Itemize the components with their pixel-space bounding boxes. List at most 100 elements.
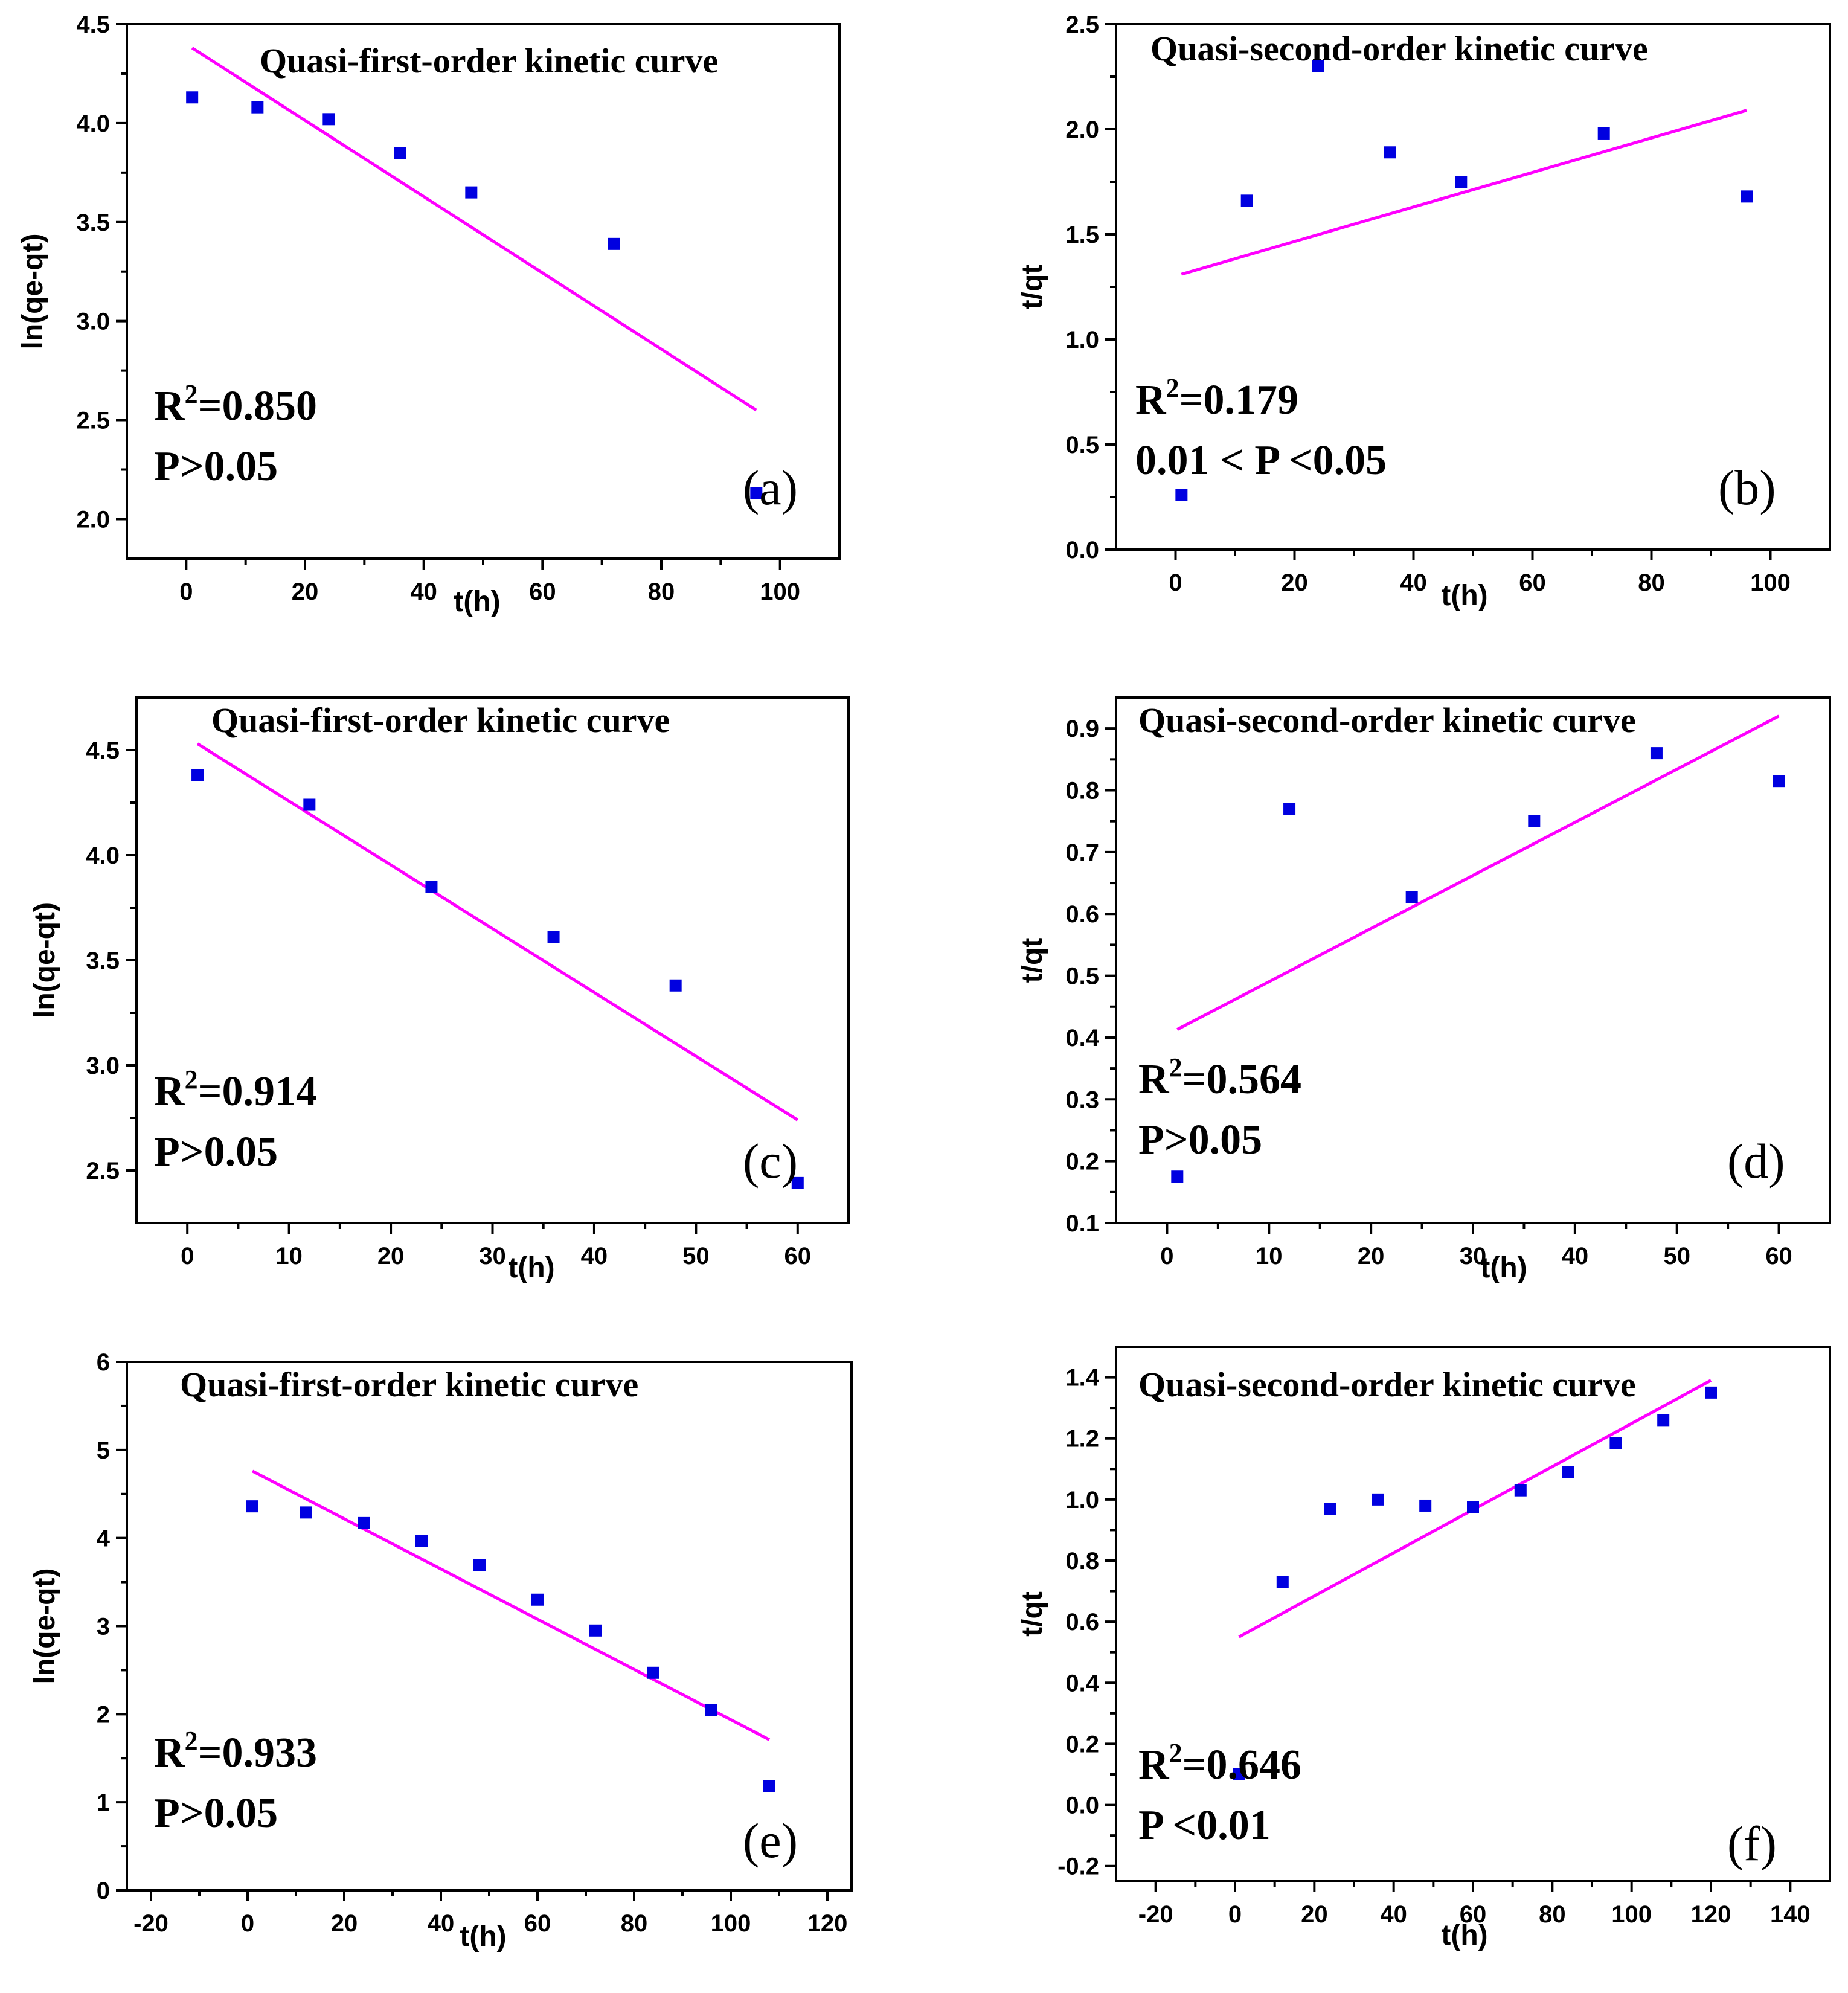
y-axis-title: t/qt — [1016, 1591, 1048, 1637]
data-point — [358, 1516, 370, 1529]
x-tick-label: 100 — [760, 579, 800, 605]
r-squared-superscript: 2 — [1169, 1738, 1182, 1768]
y-tick-label: 3.0 — [76, 309, 110, 335]
x-tick-label: 20 — [331, 1910, 358, 1937]
y-tick-label: 1.4 — [1065, 1365, 1099, 1391]
data-point — [1455, 176, 1468, 188]
r-squared-value: =0.179 — [1179, 377, 1298, 423]
y-tick-label: 0.9 — [1065, 716, 1099, 742]
x-tick-label: 20 — [292, 579, 319, 605]
chart-panel-a: 0 20 40 60 80 100 2.0 2.5 3.0 3.5 4.0 4.5 t(h) ln(qe-… — [17, 11, 841, 618]
x-tick-label: 0 — [179, 579, 193, 605]
data-point — [1372, 1493, 1384, 1506]
x-tick-label: 60 — [784, 1243, 812, 1269]
y-tick-label: 1.2 — [1065, 1426, 1099, 1452]
p-value-annotation: P>0.05 — [154, 1790, 278, 1837]
x-tick-label: 120 — [807, 1910, 848, 1937]
x-tick-label: 20 — [1281, 570, 1308, 596]
x-tick-label: -20 — [1138, 1901, 1173, 1928]
data-point — [1650, 747, 1663, 760]
y-axis-title: ln(qe-qt) — [29, 1568, 61, 1684]
y-axis-title: ln(qe-qt) — [29, 902, 61, 1018]
x-tick-label: 80 — [648, 579, 675, 605]
y-axis-title: ln(qe-qt) — [17, 234, 49, 350]
data-point — [547, 931, 560, 943]
r-squared-annotation: R2=0.850 — [154, 379, 317, 429]
x-tick-label: 0 — [181, 1243, 194, 1269]
data-point — [791, 1176, 804, 1189]
plot-title: Quasi-first-order kinetic curve — [180, 1365, 638, 1404]
data-point — [1171, 1170, 1184, 1183]
y-axis-title: t/qt — [1016, 265, 1048, 310]
fit-line — [1176, 714, 1780, 1031]
y-tick-label: 5 — [97, 1437, 110, 1464]
plot-title: Quasi-first-order kinetic curve — [260, 41, 718, 80]
x-tick-label: 40 — [581, 1243, 608, 1269]
x-axis-title: t(h) — [1480, 1252, 1527, 1284]
data-point — [1233, 1768, 1245, 1780]
data-point — [1467, 1501, 1479, 1513]
data-point — [669, 979, 682, 992]
panel-label: (f) — [1727, 1816, 1777, 1871]
data-point — [1312, 60, 1324, 72]
fit-line — [191, 47, 757, 412]
x-tick-label: 30 — [479, 1243, 506, 1269]
y-tick-label: 0.7 — [1065, 839, 1099, 866]
data-point — [531, 1593, 544, 1606]
data-point — [473, 1559, 486, 1571]
chart-panel-e: -20 0 20 40 60 80 100 120 0 1 2 3 4 5 6 t(h) ln(qe-qt) Qu… — [29, 1349, 853, 1953]
data-point — [608, 237, 620, 250]
y-tick-label: -0.2 — [1057, 1853, 1099, 1880]
data-point — [1597, 127, 1610, 140]
panel-label: (d) — [1727, 1134, 1785, 1189]
plot-title: Quasi-second-order kinetic curve — [1138, 1365, 1636, 1404]
chart-panel-d: 0 10 20 30 40 50 60 0.1 0.2 0.3 0.4 0.5 0.6 0.7 0.8 0.9… — [1016, 696, 1831, 1284]
r-squared-superscript: 2 — [1166, 373, 1179, 403]
r-squared-annotation: R2=0.564 — [1138, 1053, 1301, 1103]
x-tick-label: 60 — [1765, 1243, 1792, 1269]
r-squared-value: =0.914 — [198, 1068, 317, 1115]
y-tick-label: 3.0 — [86, 1053, 120, 1079]
r-squared-symbol: R — [1135, 377, 1167, 423]
panel-label: (c) — [743, 1134, 798, 1189]
x-tick-label: 40 — [428, 1910, 455, 1937]
x-axis-title: t(h) — [508, 1252, 554, 1284]
x-tick-label: 40 — [1562, 1243, 1589, 1269]
data-point — [251, 101, 264, 114]
data-point — [1705, 1386, 1717, 1399]
data-point — [1405, 891, 1418, 903]
data-point — [1240, 194, 1253, 207]
x-tick-label: 20 — [1358, 1243, 1385, 1269]
y-tick-label: 0.0 — [1065, 1792, 1099, 1819]
r-squared-symbol: R — [154, 1730, 185, 1776]
y-tick-label: 2 — [97, 1701, 110, 1728]
x-tick-label: 100 — [711, 1910, 751, 1937]
r-squared-annotation: R2=0.179 — [1135, 373, 1298, 423]
x-tick-label: 80 — [1539, 1901, 1566, 1928]
x-tick-label: 0 — [1228, 1901, 1242, 1928]
p-value-annotation: P>0.05 — [154, 443, 278, 490]
data-point — [589, 1624, 602, 1637]
chart-panel-c: 0 10 20 30 40 50 60 2.5 3.0 3.5 4.0 4.5 t(h) ln(qe-qt… — [29, 696, 850, 1284]
data-point — [1528, 815, 1541, 827]
x-tick-label: 0 — [1169, 570, 1182, 596]
data-point — [425, 881, 438, 893]
y-tick-label: 3 — [97, 1614, 110, 1640]
r-squared-symbol: R — [1138, 1056, 1170, 1103]
data-point — [1741, 190, 1753, 203]
r-squared-annotation: R2=0.646 — [1138, 1738, 1301, 1788]
y-tick-label: 0.6 — [1065, 1609, 1099, 1635]
data-point — [1419, 1499, 1432, 1512]
data-point — [246, 1500, 258, 1513]
p-value-annotation: P>0.05 — [1138, 1117, 1262, 1163]
x-tick-label: 10 — [1256, 1243, 1283, 1269]
r-squared-symbol: R — [154, 1068, 185, 1115]
panel-label: (b) — [1718, 460, 1776, 515]
r-squared-superscript: 2 — [1169, 1053, 1182, 1082]
x-tick-label: -20 — [133, 1910, 168, 1937]
data-point — [763, 1780, 775, 1792]
x-tick-label: 0 — [241, 1910, 254, 1937]
r-squared-value: =0.850 — [198, 383, 317, 429]
r-squared-value: =0.933 — [198, 1730, 317, 1776]
